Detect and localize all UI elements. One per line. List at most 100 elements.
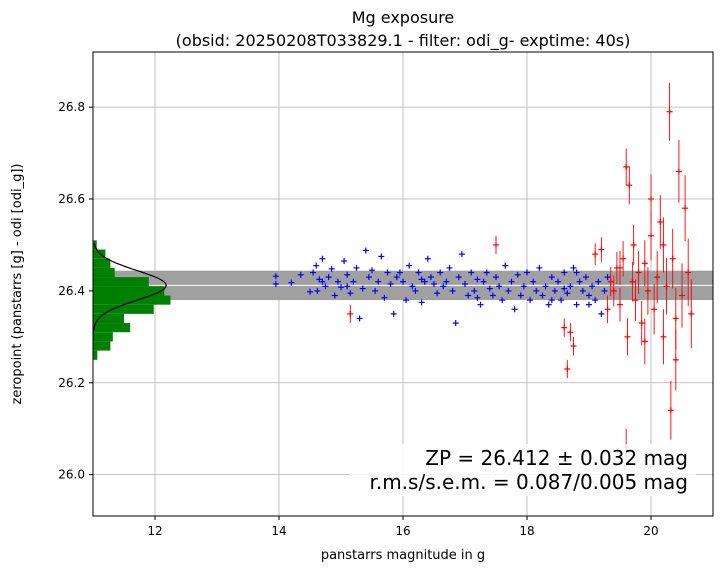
data-point-rejected xyxy=(641,240,648,287)
histogram-bar xyxy=(93,341,111,351)
data-point-used xyxy=(365,274,372,281)
data-point-used xyxy=(533,287,540,294)
data-point-used xyxy=(570,264,577,271)
data-point-rejected xyxy=(493,235,499,255)
data-point-used xyxy=(409,283,416,290)
y-tick-label: 26.8 xyxy=(58,100,85,114)
histogram-bar xyxy=(93,323,131,333)
zp-annotation: ZP = 26.412 ± 0.032 mag r.m.s/s.e.m. = 0… xyxy=(350,444,696,496)
data-point-used xyxy=(573,269,580,276)
gaussian-curve xyxy=(92,243,167,342)
data-point-used xyxy=(378,253,385,260)
axis-ticks: 12 14 16 18 20 26.0 26.2 26.4 26.6 26.8 xyxy=(58,100,658,538)
data-point-used xyxy=(314,287,321,294)
x-tick-label: 12 xyxy=(147,524,162,538)
data-point-rejected xyxy=(648,174,654,224)
data-point-used xyxy=(545,301,552,308)
data-point-rejected xyxy=(651,284,658,335)
zp-value-label: ZP = 26.412 ± 0.032 mag xyxy=(425,446,688,470)
data-point-used xyxy=(322,283,329,290)
data-point-used xyxy=(400,278,406,285)
data-point-used xyxy=(561,269,568,276)
data-point-used xyxy=(496,283,503,290)
data-point-rejected xyxy=(688,279,695,349)
data-point-rejected xyxy=(638,300,645,346)
data-point-rejected xyxy=(567,323,574,342)
data-point-used xyxy=(437,269,444,276)
x-tick-label: 14 xyxy=(271,524,286,538)
data-point-used xyxy=(592,297,599,304)
data-point-rejected xyxy=(630,224,637,266)
data-point-used xyxy=(505,287,512,294)
data-point-rejected xyxy=(620,241,627,277)
data-point-used xyxy=(288,279,295,286)
data-point-used xyxy=(536,264,543,271)
data-point-rejected xyxy=(610,275,617,307)
data-point-used xyxy=(310,269,317,276)
data-point-used xyxy=(393,274,400,281)
data-point-rejected xyxy=(624,318,631,356)
data-point-used xyxy=(499,297,506,304)
data-point-rejected xyxy=(617,251,623,285)
data-point-rejected xyxy=(632,279,639,321)
data-point-used xyxy=(272,281,279,287)
data-point-rejected xyxy=(657,195,664,249)
data-point-rejected xyxy=(598,237,605,262)
data-point-used xyxy=(381,294,388,301)
zp-band xyxy=(93,270,713,301)
data-point-used xyxy=(440,283,447,290)
y-tick-label: 26.4 xyxy=(58,284,85,298)
data-point-used xyxy=(462,281,468,287)
data-point-rejected xyxy=(604,295,611,324)
data-point-used xyxy=(595,278,602,285)
data-point-used xyxy=(412,287,419,294)
data-point-used xyxy=(551,287,558,294)
data-point-used xyxy=(431,281,437,287)
data-point-used xyxy=(341,258,348,265)
data-point-rejected xyxy=(666,82,673,141)
data-point-used xyxy=(598,310,605,317)
histogram-bar xyxy=(93,295,171,305)
data-point-used xyxy=(586,301,592,308)
data-point-used xyxy=(582,274,589,281)
histogram-bar xyxy=(93,313,124,324)
data-point-used xyxy=(579,287,586,294)
data-point-used xyxy=(384,269,391,276)
data-point-used xyxy=(486,285,493,292)
data-point-used xyxy=(325,274,332,281)
data-point-used xyxy=(555,278,561,285)
x-tick-label: 20 xyxy=(643,524,658,538)
data-point-used xyxy=(362,247,369,254)
data-point-used xyxy=(434,290,441,297)
data-point-used xyxy=(539,292,546,299)
data-point-used xyxy=(474,294,481,301)
data-point-used xyxy=(344,283,351,290)
chart-title: Mg exposure xyxy=(352,8,455,27)
data-point-used xyxy=(406,262,413,269)
data-point-used xyxy=(369,267,375,274)
data-point-rejected xyxy=(570,336,577,356)
annotation-box xyxy=(350,444,696,496)
histogram-bar xyxy=(93,286,165,296)
data-point-used xyxy=(452,320,459,327)
histogram-bar xyxy=(93,277,149,287)
data-points xyxy=(272,82,695,466)
data-point-used xyxy=(421,278,428,285)
data-point-used xyxy=(424,255,431,262)
data-point-used xyxy=(313,262,320,269)
data-point-used xyxy=(390,310,397,317)
data-point-used xyxy=(359,285,366,292)
data-point-rejected xyxy=(626,166,633,205)
data-point-rejected xyxy=(623,148,630,186)
histogram xyxy=(93,240,171,360)
data-point-rejected xyxy=(644,267,651,315)
data-point-used xyxy=(480,278,487,285)
data-point-rejected xyxy=(617,287,623,322)
data-point-used xyxy=(446,264,453,271)
histogram-bar xyxy=(93,267,115,278)
data-point-used xyxy=(589,283,596,290)
data-point-used xyxy=(372,287,379,294)
data-point-used xyxy=(307,288,313,295)
histogram-bar xyxy=(93,350,98,360)
